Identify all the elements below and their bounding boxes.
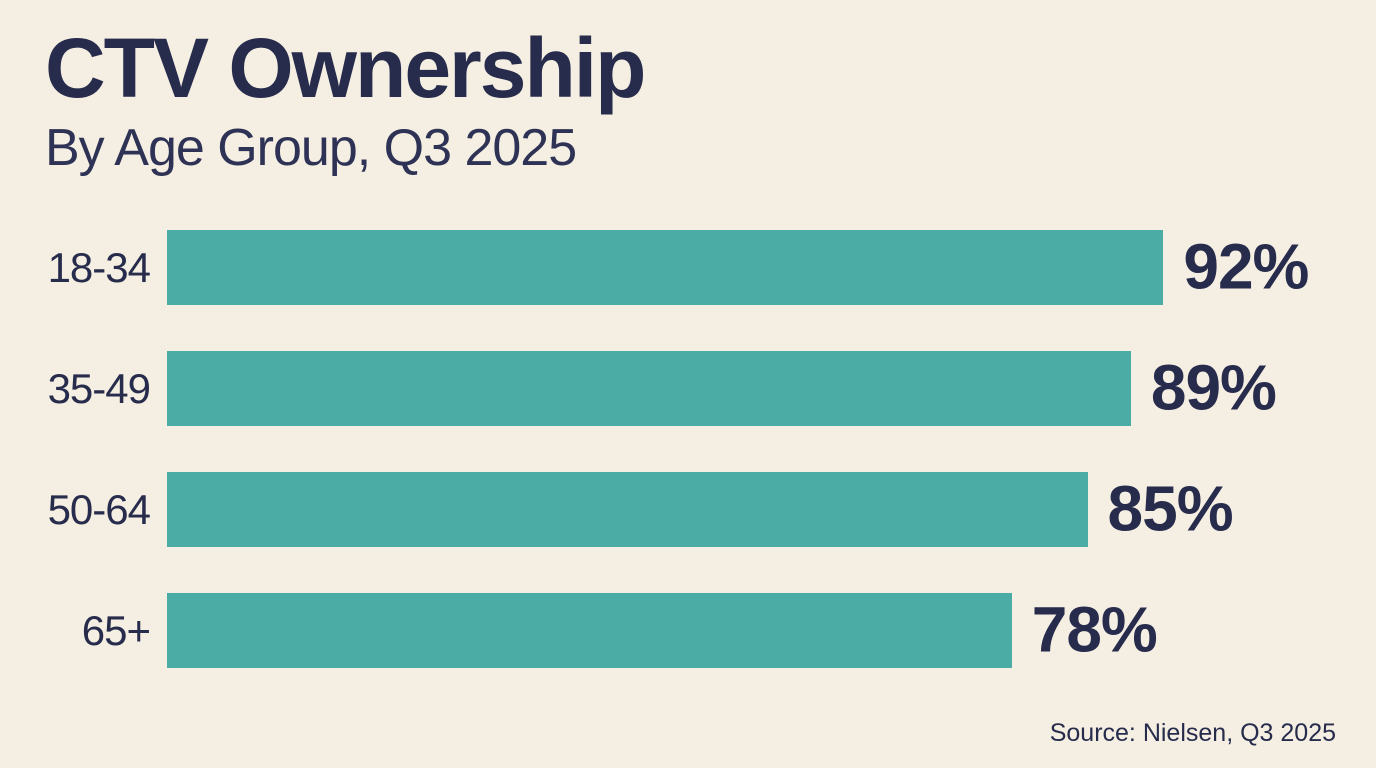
chart-subtitle: By Age Group, Q3 2025 — [45, 119, 577, 177]
source-note: Source: Nielsen, Q3 2025 — [1049, 719, 1336, 747]
value-label: 92% — [1183, 230, 1309, 303]
bar — [167, 593, 1012, 668]
value-label: 78% — [1031, 593, 1158, 666]
value-label: 89% — [1150, 351, 1277, 424]
age-group-label: 65+ — [81, 606, 151, 654]
bar-track: 89% — [167, 351, 1277, 426]
chart-title: CTV Ownership — [45, 21, 646, 115]
bar-track: 78% — [167, 593, 1250, 668]
age-group-label: 35-49 — [47, 364, 151, 412]
chart-row: 18-34 92% — [45, 230, 1376, 305]
bar — [167, 351, 1131, 426]
chart-header: CTV Ownership By Age Group, Q3 2025 — [0, 0, 1376, 178]
age-group-label: 50-64 — [47, 485, 151, 533]
chart-row: 50-64 85% — [45, 472, 1376, 547]
age-group-label: 18-34 — [47, 243, 151, 291]
bar — [167, 230, 1164, 305]
bar-track: 92% — [167, 230, 1309, 305]
bar-track: 85% — [167, 472, 1250, 547]
bar-chart: 18-34 92% 35-49 89% 50-64 85% 65+ 78% — [0, 230, 1376, 668]
value-label: 85% — [1107, 472, 1234, 545]
bar — [167, 472, 1088, 547]
chart-row: 35-49 89% — [45, 351, 1376, 426]
chart-row: 65+ 78% — [45, 593, 1376, 668]
